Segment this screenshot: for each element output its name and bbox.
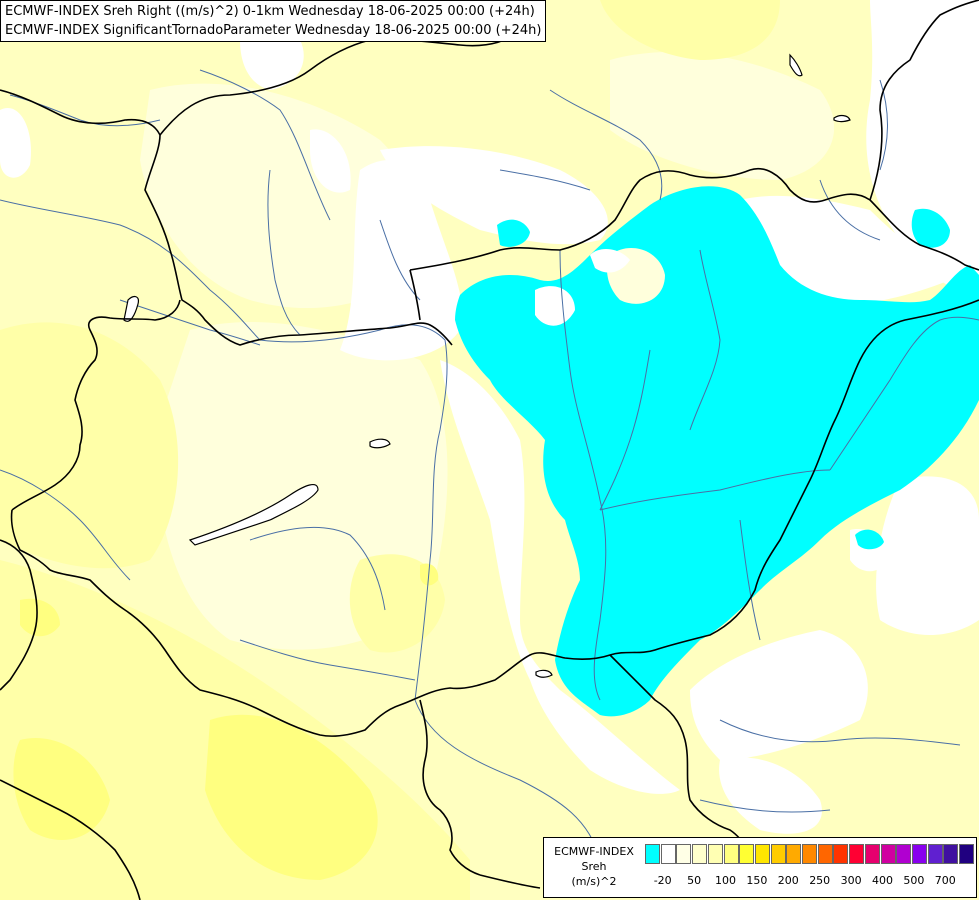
legend-swatch <box>692 844 708 864</box>
legend-swatch <box>896 844 912 864</box>
color-legend: ECMWF-INDEX Sreh (m/s)^2 -20 50 100 150 200 2… <box>543 837 977 898</box>
rivers <box>0 69 979 861</box>
legend-swatch <box>660 844 676 864</box>
legend-swatch <box>770 844 786 864</box>
legend-tick-label: 700 <box>934 874 956 887</box>
legend-tick-label: 200 <box>777 874 799 887</box>
legend-swatch <box>880 844 896 864</box>
legend-swatch <box>802 844 817 864</box>
sreh-yellow-zones <box>13 563 439 880</box>
legend-tick-label: 100 <box>715 874 736 887</box>
title-line-sreh: ECMWF-INDEX Sreh Right ((m/s)^2) 0-1km W… <box>5 4 535 19</box>
legend-swatch <box>927 844 943 864</box>
legend-tick-label: -20 <box>653 874 672 887</box>
legend-tick-label: 300 <box>840 874 862 887</box>
legend-swatch <box>849 844 865 864</box>
legend-swatch <box>645 844 660 864</box>
legend-swatch <box>676 844 692 864</box>
legend-tick-label: 150 <box>746 874 768 887</box>
sreh-cyan-holes <box>535 247 665 326</box>
sreh-negative-region <box>455 186 979 717</box>
legend-swatch <box>723 844 739 864</box>
legend-swatch <box>754 844 770 864</box>
legend-source: ECMWF-INDEX <box>554 845 634 858</box>
legend-swatch <box>707 844 723 864</box>
legend-parameter: Sreh <box>581 860 607 873</box>
legend-swatch <box>817 844 833 864</box>
legend-unit: (m/s)^2 <box>571 875 617 888</box>
legend-swatch <box>864 844 880 864</box>
legend-swatch <box>833 844 849 864</box>
legend-tick-label: 50 <box>687 874 702 887</box>
legend-label: ECMWF-INDEX Sreh (m/s)^2 <box>547 844 641 889</box>
title-line-stp: ECMWF-INDEX SignificantTornadoParameter … <box>5 23 542 38</box>
legend-swatch <box>943 844 959 864</box>
legend-swatch <box>959 844 974 864</box>
legend-swatch <box>739 844 755 864</box>
lakes <box>123 53 851 678</box>
map-title-box: ECMWF-INDEX Sreh Right ((m/s)^2) 0-1km W… <box>0 0 547 42</box>
legend-tick-label: 500 <box>903 874 925 887</box>
legend-swatch <box>786 844 802 864</box>
legend-swatch <box>911 844 927 864</box>
legend-tick-label: 400 <box>872 874 893 887</box>
legend-ticks: -20 50 100 150 200 250 300 400 500 700 <box>645 874 975 890</box>
legend-tick-label: 250 <box>809 874 831 887</box>
